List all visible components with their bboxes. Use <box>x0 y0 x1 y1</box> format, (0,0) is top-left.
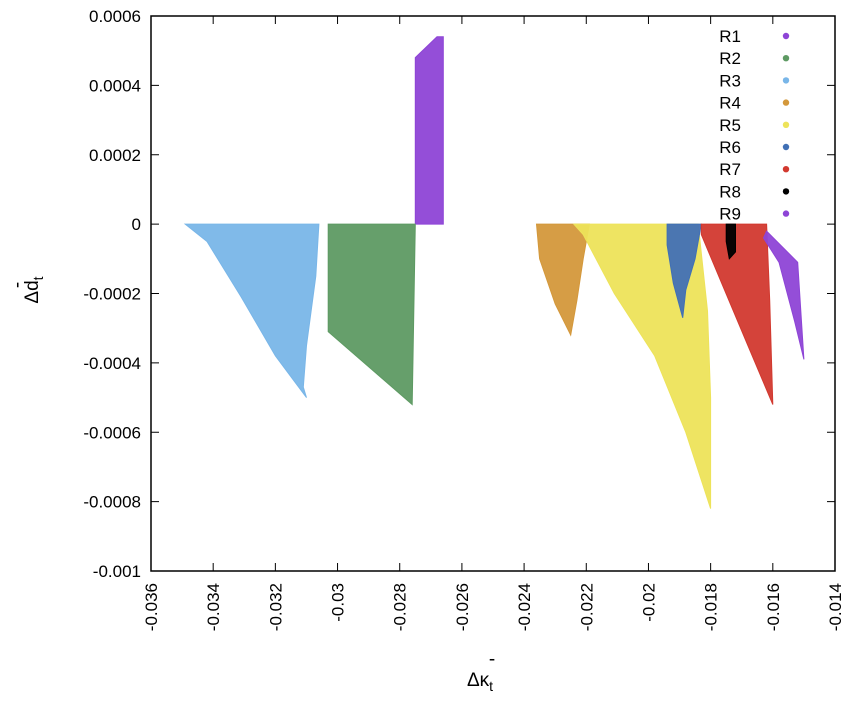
y-tick-label: -0.0004 <box>83 354 141 373</box>
x-tick-label: -0.018 <box>702 583 721 631</box>
series-r9-region <box>762 230 805 360</box>
legend-marker-r4 <box>782 99 790 106</box>
x-tick-label: -0.034 <box>204 583 223 631</box>
legend-marker-r1 <box>782 32 790 40</box>
y-axis-label-main: Δd <box>22 280 43 303</box>
series-r8-region <box>725 223 736 260</box>
series-r7-region <box>700 223 774 405</box>
y-axis-label: Δdt - <box>7 276 46 303</box>
legend-marker-r8 <box>782 188 790 195</box>
legend-marker-r7 <box>782 166 790 173</box>
x-tick-label: -0.02 <box>639 583 658 622</box>
legend-marker-r2 <box>782 55 790 62</box>
series-r1-region <box>414 36 444 225</box>
x-tick-label: -0.022 <box>577 583 596 631</box>
y-tick-label: -0.0006 <box>83 423 141 442</box>
legend-label-r4: R4 <box>719 94 741 113</box>
series-r6-region <box>666 223 702 318</box>
x-tick-label: -0.032 <box>266 583 285 631</box>
series-r3-region <box>183 223 320 398</box>
legend-label-r6: R6 <box>719 138 741 157</box>
x-tick-label: -0.028 <box>391 583 410 631</box>
y-axis-label-text: Δdt <box>22 276 46 303</box>
y-tick-label: -0.0002 <box>83 285 141 304</box>
legend-label-r3: R3 <box>719 71 741 90</box>
y-tick-label: 0.0002 <box>89 146 141 165</box>
x-axis-label-text: Δκt <box>467 670 493 694</box>
legend-marker-r6 <box>782 143 790 151</box>
ticks-layer: 0.0006 0.0004 0.0002 0 -0.0002 -0.0004 -0.0006… <box>83 7 845 631</box>
series-r4-region <box>535 223 590 337</box>
y-axis-label-bar: - <box>7 282 28 288</box>
x-tick-label: -0.014 <box>826 583 845 631</box>
y-tick-label: -0.001 <box>93 562 141 581</box>
x-tick-label: -0.016 <box>764 583 783 631</box>
legend-marker-r9 <box>782 210 790 217</box>
legend-label-r1: R1 <box>719 27 741 46</box>
legend-label-r9: R9 <box>719 205 741 224</box>
y-tick-label: 0.0004 <box>89 76 141 95</box>
legend-label-r7: R7 <box>719 160 741 179</box>
x-tick-label: -0.024 <box>515 583 534 631</box>
x-tick-label: -0.03 <box>329 583 348 622</box>
x-tick-label: -0.036 <box>142 583 161 631</box>
y-tick-label: 0.0006 <box>89 7 141 26</box>
y-axis-label-sub: t <box>30 276 46 280</box>
x-tick-label: -0.026 <box>453 583 472 631</box>
x-axis-label-bar: - <box>489 649 495 670</box>
legend-label-r2: R2 <box>719 49 741 68</box>
legend-label-r5: R5 <box>719 116 741 135</box>
legend-label-r8: R8 <box>719 182 741 201</box>
series-r2-region <box>327 223 416 406</box>
x-axis-label-sub: t <box>489 678 493 694</box>
y-tick-label: -0.0008 <box>83 493 141 512</box>
legend-marker-r5 <box>782 121 790 128</box>
x-axis-label: - Δκt <box>467 649 495 694</box>
y-tick-label: 0 <box>132 215 141 234</box>
x-axis-label-main: Δκ <box>467 670 490 691</box>
legend-marker-r3 <box>782 77 790 84</box>
legend: R1 R2 R3 R4 R5 R6 R7 R8 R9 <box>719 27 790 224</box>
series-layer <box>183 36 805 509</box>
